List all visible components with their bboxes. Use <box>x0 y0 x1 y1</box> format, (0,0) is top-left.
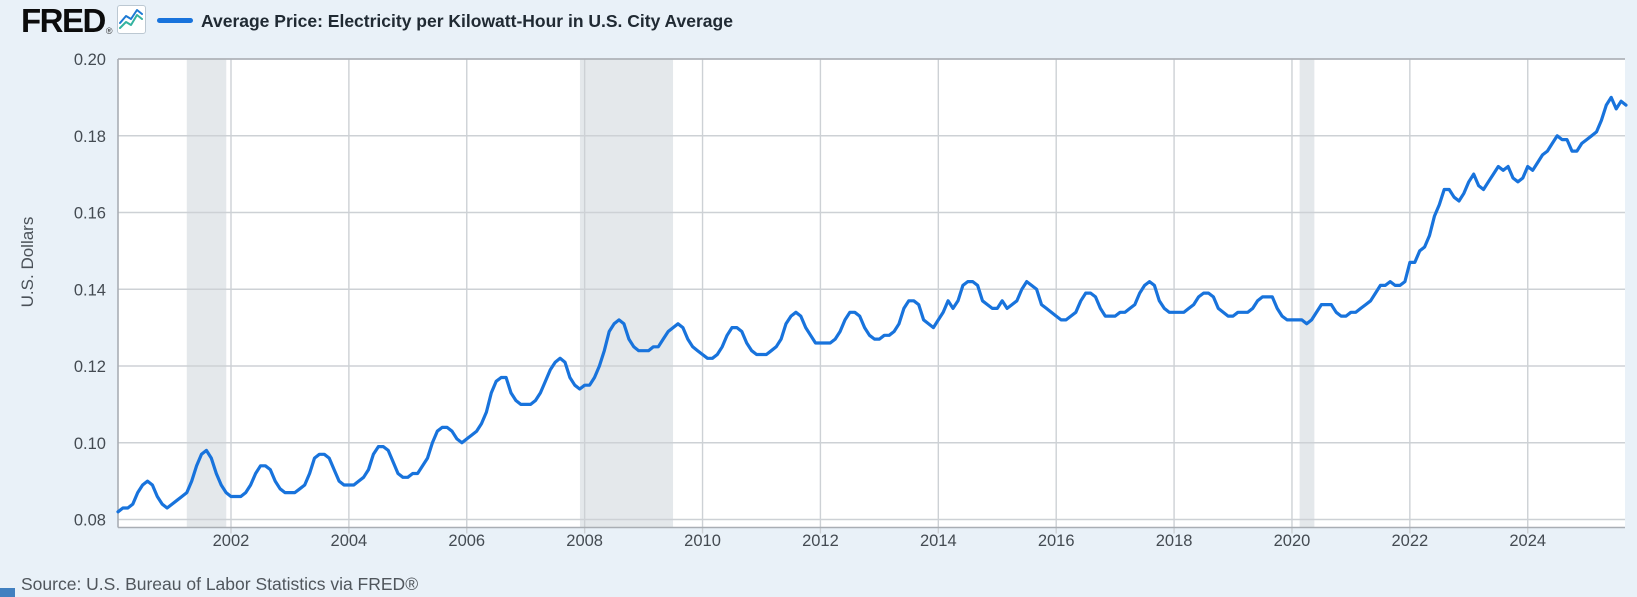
x-tick-label: 2004 <box>331 532 368 550</box>
x-tick-label: 2016 <box>1038 532 1075 550</box>
x-tick-label: 2012 <box>802 532 839 550</box>
bottom-left-accent <box>0 588 15 597</box>
y-tick-label: 0.20 <box>74 51 106 69</box>
y-tick-label: 0.14 <box>74 281 106 299</box>
recession-band <box>579 59 674 528</box>
x-tick-label: 2024 <box>1509 532 1546 550</box>
fred-logo[interactable]: FRED® <box>21 2 113 40</box>
y-tick-label: 0.12 <box>74 358 106 376</box>
x-tick-label: 2006 <box>448 532 485 550</box>
fred-sparkline-icon <box>117 5 146 34</box>
recession-band <box>186 59 227 528</box>
source-note: Source: U.S. Bureau of Labor Statistics … <box>21 574 419 594</box>
recession-band <box>1299 59 1315 528</box>
y-tick-label: 0.16 <box>74 205 106 223</box>
y-tick-label: 0.08 <box>74 512 106 530</box>
x-tick-label: 2020 <box>1274 532 1311 550</box>
series-title[interactable]: Average Price: Electricity per Kilowatt-… <box>201 11 733 31</box>
registered-mark: ® <box>105 26 113 36</box>
price-line-series[interactable] <box>116 95 1628 514</box>
legend-line-swatch <box>157 18 193 23</box>
fred-logo-text: FRED <box>21 2 106 39</box>
chart-header: FRED® Average Price: Electricity per Kil… <box>0 0 1637 46</box>
x-tick-label: 2022 <box>1391 532 1428 550</box>
x-tick-label: 2018 <box>1156 532 1193 550</box>
plot-background <box>118 59 1625 528</box>
y-tick-label: 0.18 <box>74 128 106 146</box>
x-tick-label: 2008 <box>566 532 603 550</box>
x-tick-label: 2014 <box>920 532 957 550</box>
x-tick-label: 2010 <box>684 532 721 550</box>
y-tick-label: 0.10 <box>74 435 106 453</box>
x-tick-label: 2002 <box>213 532 250 550</box>
